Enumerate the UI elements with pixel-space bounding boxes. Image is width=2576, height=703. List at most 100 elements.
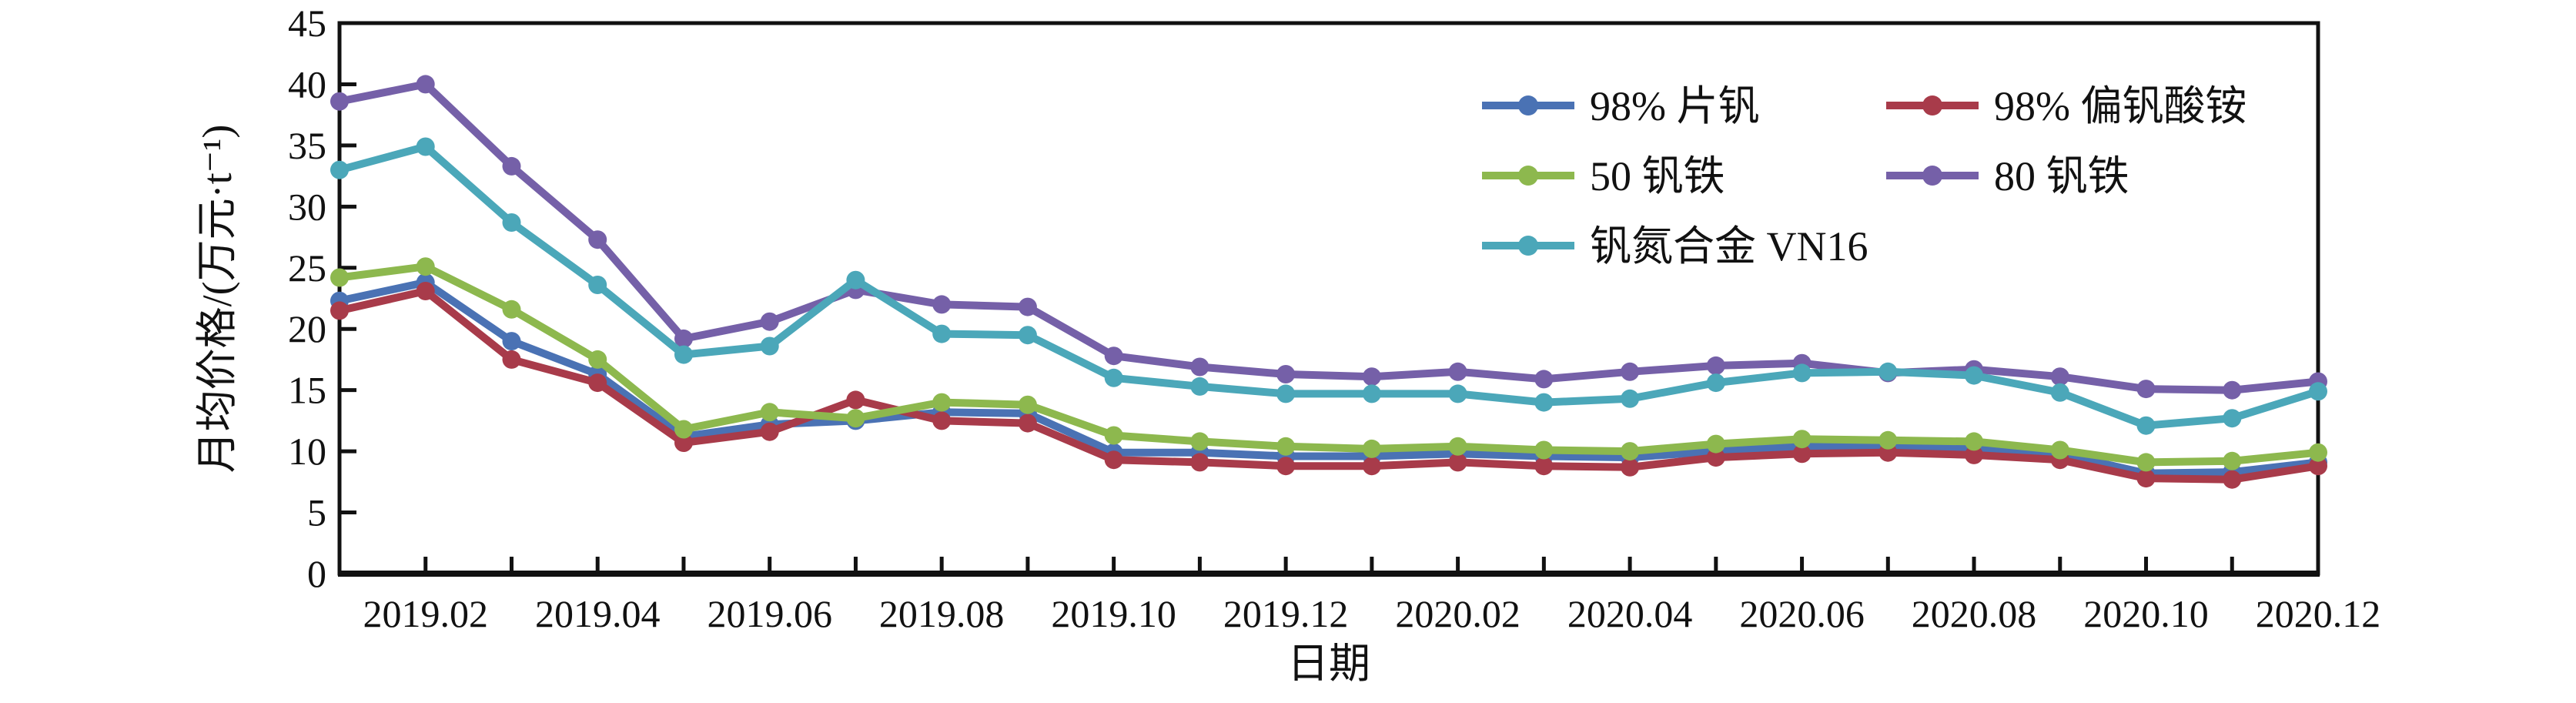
series-3-marker-5 bbox=[760, 312, 779, 331]
legend-label-1: 98% 偏钒酸铵 bbox=[1994, 83, 2246, 129]
y-tick-label: 20 bbox=[288, 307, 326, 350]
legend-label-0: 98% 片钒 bbox=[1590, 83, 1759, 129]
series-4-marker-15 bbox=[1621, 389, 1640, 408]
series-4-marker-11 bbox=[1276, 384, 1296, 403]
y-tick-label: 25 bbox=[288, 246, 326, 290]
series-2-marker-21 bbox=[2136, 453, 2156, 472]
series-1-marker-21 bbox=[2136, 469, 2156, 488]
series-4-marker-5 bbox=[760, 336, 779, 356]
series-2-marker-12 bbox=[1362, 439, 1381, 458]
series-1-marker-13 bbox=[1448, 453, 1467, 472]
x-tick-label: 2020.10 bbox=[2083, 592, 2209, 635]
series-4-marker-1 bbox=[416, 137, 435, 156]
series-3-marker-11 bbox=[1276, 365, 1296, 383]
y-tick-label: 10 bbox=[288, 430, 326, 473]
series-4-marker-14 bbox=[1534, 393, 1554, 412]
x-tick-label: 2020.02 bbox=[1395, 592, 1521, 635]
series-3-marker-1 bbox=[416, 75, 435, 94]
x-tick-label: 2019.08 bbox=[879, 592, 1005, 635]
series-3-marker-0 bbox=[330, 92, 349, 111]
series-4-marker-8 bbox=[1018, 326, 1037, 345]
y-tick-label: 30 bbox=[288, 185, 326, 228]
series-1-marker-12 bbox=[1362, 457, 1381, 476]
series-3-marker-8 bbox=[1018, 297, 1037, 316]
series-1-marker-23 bbox=[2309, 457, 2327, 476]
series-2-marker-6 bbox=[846, 409, 865, 428]
series-3-marker-9 bbox=[1104, 346, 1123, 366]
y-tick-label: 35 bbox=[288, 124, 326, 167]
x-tick-label: 2020.06 bbox=[1739, 592, 1865, 635]
series-2-marker-18 bbox=[1878, 430, 1898, 450]
series-line-0 bbox=[336, 278, 2322, 477]
legend-label-4: 钒氮合金 VN16 bbox=[1590, 223, 1868, 269]
legend-swatch-dot-4 bbox=[1518, 236, 1538, 256]
series-2-marker-0 bbox=[330, 268, 349, 287]
series-4-marker-22 bbox=[2223, 409, 2242, 428]
series-4-marker-17 bbox=[1792, 363, 1812, 383]
series-2-marker-10 bbox=[1190, 432, 1209, 451]
series-1-marker-2 bbox=[502, 350, 521, 369]
series-line-3 bbox=[336, 80, 2322, 394]
y-axis-title: 月均价格/(万元·t⁻¹) bbox=[194, 125, 240, 474]
series-2-marker-20 bbox=[2050, 440, 2069, 460]
series-4-marker-3 bbox=[588, 276, 607, 294]
series-1-marker-4 bbox=[674, 434, 693, 452]
series-1-marker-22 bbox=[2223, 470, 2242, 489]
series-4-marker-7 bbox=[932, 324, 952, 343]
legend-label-3: 80 钒铁 bbox=[1994, 153, 2129, 199]
series-4-marker-2 bbox=[502, 213, 521, 232]
series-4-marker-21 bbox=[2136, 416, 2156, 435]
series-3-marker-22 bbox=[2223, 380, 2242, 400]
x-tick-label: 2019.04 bbox=[535, 592, 661, 635]
series-3-marker-4 bbox=[674, 329, 693, 348]
series-4-marker-10 bbox=[1190, 377, 1209, 396]
series-1-marker-11 bbox=[1276, 457, 1296, 476]
series-3-marker-12 bbox=[1362, 367, 1381, 387]
x-tick-label: 2019.06 bbox=[707, 592, 832, 635]
legend-swatch-dot-2 bbox=[1518, 166, 1538, 186]
series-line-4 bbox=[336, 142, 2322, 430]
x-tick-label: 2020.08 bbox=[1912, 592, 2037, 635]
series-4-marker-4 bbox=[674, 345, 693, 364]
series-3-marker-7 bbox=[932, 295, 952, 314]
series-2-marker-3 bbox=[588, 350, 607, 369]
series-4-marker-9 bbox=[1104, 368, 1123, 387]
y-tick-label: 40 bbox=[288, 62, 326, 105]
series-2-marker-7 bbox=[932, 393, 952, 412]
series-3-marker-10 bbox=[1190, 357, 1209, 377]
legend-swatch-dot-3 bbox=[1922, 166, 1942, 186]
series-4-marker-16 bbox=[1706, 373, 1725, 393]
series-4-marker-18 bbox=[1878, 362, 1898, 381]
series-1-marker-8 bbox=[1018, 413, 1037, 433]
series-2-marker-8 bbox=[1018, 395, 1037, 414]
series-4-marker-20 bbox=[2050, 383, 2069, 402]
series-4-marker-6 bbox=[846, 270, 865, 290]
series-line-1 bbox=[336, 287, 2322, 484]
series-2-marker-4 bbox=[674, 420, 693, 439]
series-2-marker-2 bbox=[502, 300, 521, 319]
series-4-marker-0 bbox=[330, 160, 349, 179]
x-tick-label: 2019.02 bbox=[363, 592, 488, 635]
legend-swatch-dot-1 bbox=[1922, 95, 1942, 115]
plot-area: 2019.02 2019.04 2019.06 2019.08 2019.10 2019.… bbox=[288, 2, 2380, 635]
x-tick-label: 2019.10 bbox=[1051, 592, 1176, 635]
series-1-marker-19 bbox=[1965, 445, 1983, 464]
series-2-marker-5 bbox=[760, 403, 779, 422]
x-tick-label: 2020.04 bbox=[1567, 592, 1693, 635]
series-1-marker-3 bbox=[588, 373, 607, 393]
series-4-marker-19 bbox=[1965, 366, 1983, 385]
x-tick-label: 2019.12 bbox=[1223, 592, 1349, 635]
series-line-2 bbox=[336, 263, 2322, 467]
series-3-marker-15 bbox=[1621, 362, 1640, 381]
series-4-marker-12 bbox=[1362, 384, 1381, 403]
series-1-marker-1 bbox=[416, 282, 435, 300]
series-3-marker-16 bbox=[1706, 356, 1725, 375]
legend-label-2: 50 钒铁 bbox=[1590, 153, 1725, 199]
series-2-marker-15 bbox=[1621, 442, 1640, 461]
series-3-marker-21 bbox=[2136, 380, 2156, 399]
series-1-marker-16 bbox=[1706, 448, 1725, 467]
series-2-marker-23 bbox=[2309, 443, 2327, 462]
series-2-marker-1 bbox=[416, 257, 435, 276]
